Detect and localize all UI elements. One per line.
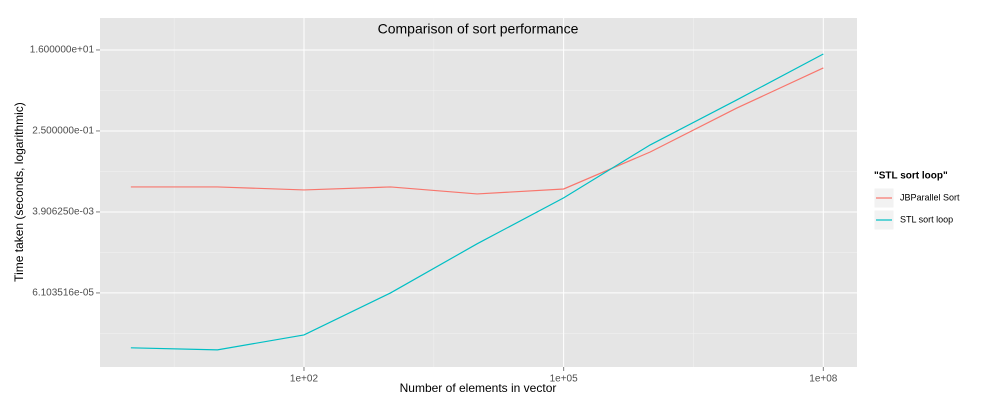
x-tick-label: 1e+08 bbox=[809, 374, 838, 385]
lines bbox=[130, 53, 824, 351]
y-tick-label: 3.906250e-03 bbox=[32, 207, 94, 218]
x-axis-title: Number of elements in vector bbox=[400, 381, 557, 395]
plot-panel bbox=[100, 18, 857, 367]
series-line bbox=[130, 67, 824, 195]
legend: "STL sort loop" JBParallel Sort STL sort … bbox=[873, 171, 960, 231]
y-tick-label: 2.500000e-01 bbox=[32, 126, 94, 137]
y-tick-label: 1.600000e+01 bbox=[30, 45, 95, 56]
y-axis-title: Time taken (seconds, logarithmic) bbox=[12, 102, 26, 282]
x-tick-label: 1e+02 bbox=[290, 374, 319, 385]
legend-label: JBParallel Sort bbox=[900, 192, 960, 202]
legend-label: STL sort loop bbox=[900, 214, 953, 224]
legend-title: "STL sort loop" bbox=[874, 171, 948, 182]
x-tick-label: 1e+05 bbox=[550, 374, 579, 385]
series-line bbox=[130, 53, 824, 351]
grid bbox=[100, 18, 857, 367]
y-tick-label: 6.103516e-05 bbox=[32, 288, 94, 299]
chart-title: Comparison of sort performance bbox=[378, 21, 579, 37]
